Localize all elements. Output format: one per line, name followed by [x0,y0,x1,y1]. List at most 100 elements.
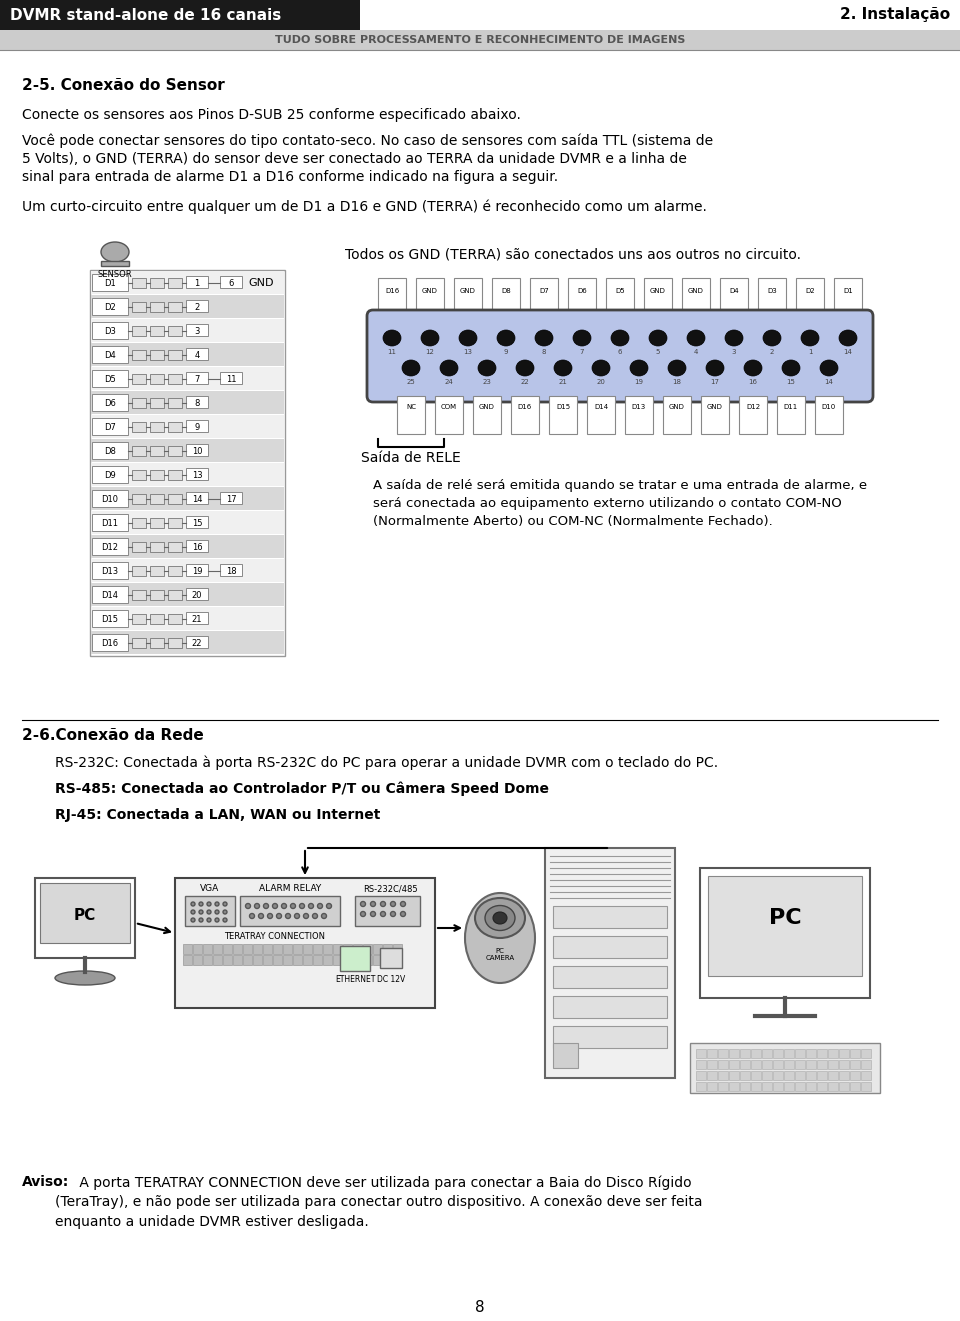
Bar [378,277,406,316]
Bar [273,945,282,954]
Bar [92,299,128,314]
Text: D2: D2 [805,288,815,295]
Bar [303,955,312,966]
Text: GND: GND [688,288,704,295]
Bar [91,487,284,510]
Text: 4: 4 [194,350,200,359]
Bar [240,896,340,926]
Text: 7: 7 [194,374,200,383]
Bar [150,303,164,312]
Ellipse shape [263,904,269,909]
Bar [784,1059,794,1069]
Bar [806,1059,816,1069]
Bar [773,1059,783,1069]
Bar [720,277,748,316]
Bar [828,1082,838,1091]
Text: RS-485: Conectada ao Controlador P/T ou Câmera Speed Dome: RS-485: Conectada ao Controlador P/T ou … [55,782,549,797]
Bar [861,1082,871,1091]
Bar [193,955,202,966]
Ellipse shape [223,910,227,914]
Bar [203,945,212,954]
Text: D16: D16 [385,288,399,295]
Bar [530,277,558,316]
Bar [150,638,164,649]
Bar [828,1049,838,1058]
Text: 10: 10 [192,446,203,456]
Ellipse shape [475,898,525,938]
Ellipse shape [207,902,211,906]
Bar [773,1082,783,1091]
Ellipse shape [322,914,326,918]
Text: 22: 22 [192,638,203,647]
Bar [150,446,164,456]
Bar [817,1059,827,1069]
Text: A porta TERATRAY CONNECTION deve ser utilizada para conectar a Baia do Disco Ríg: A porta TERATRAY CONNECTION deve ser uti… [75,1174,691,1189]
Bar [168,614,182,624]
Bar [220,276,242,288]
Bar [373,945,382,954]
Bar [186,468,208,480]
Bar [168,494,182,505]
Bar [92,346,128,363]
Bar [263,945,272,954]
Bar [91,559,284,583]
Bar [707,1049,717,1058]
Bar [91,439,284,462]
Bar [707,1082,717,1091]
Bar [243,955,252,966]
Bar [223,945,232,954]
Text: D10: D10 [102,494,118,503]
Ellipse shape [554,361,572,376]
Text: 2: 2 [194,303,200,312]
Text: 5 Volts), o GND (TERRA) do sensor deve ser conectado ao TERRA da unidade DVMR e : 5 Volts), o GND (TERRA) do sensor deve s… [22,152,686,166]
Bar [700,868,870,997]
Bar [132,303,146,312]
Bar [773,1049,783,1058]
Text: 2-6.Conexão da Rede: 2-6.Conexão da Rede [22,728,204,742]
Bar [186,491,208,505]
Bar [707,1071,717,1081]
Bar [303,945,312,954]
Bar [132,374,146,384]
Ellipse shape [199,910,203,914]
Bar [168,350,182,361]
Bar [795,1059,805,1069]
Ellipse shape [402,361,420,376]
Bar [0,30,960,50]
Bar [861,1071,871,1081]
Bar [796,277,824,316]
Bar [132,542,146,552]
Text: D14: D14 [102,590,118,600]
Bar [751,1082,761,1091]
Bar [35,878,135,958]
Bar [795,1071,805,1081]
Ellipse shape [371,901,375,906]
Text: 11: 11 [226,374,236,383]
Bar [213,955,222,966]
Text: 13: 13 [192,470,203,480]
Bar [393,945,402,954]
Bar [729,1082,739,1091]
Text: DVMR stand-alone de 16 canais: DVMR stand-alone de 16 canais [10,8,281,22]
Ellipse shape [485,905,515,930]
Bar [186,635,208,649]
Bar [183,945,192,954]
Ellipse shape [303,914,308,918]
Bar [839,1049,849,1058]
Text: NC: NC [406,404,416,410]
Bar [168,518,182,528]
Bar [606,277,634,316]
Text: ALARM RELAY: ALARM RELAY [259,884,322,893]
Text: 2-5. Conexão do Sensor: 2-5. Conexão do Sensor [22,78,225,92]
Bar [91,415,284,439]
Bar [729,1059,739,1069]
Bar [91,343,284,366]
Text: 2. Instalação: 2. Instalação [840,8,950,22]
Ellipse shape [281,904,286,909]
Bar [435,396,463,435]
Ellipse shape [276,914,281,918]
Ellipse shape [380,901,386,906]
Text: D7: D7 [540,288,549,295]
Text: 20: 20 [596,379,606,384]
Bar [549,396,577,435]
